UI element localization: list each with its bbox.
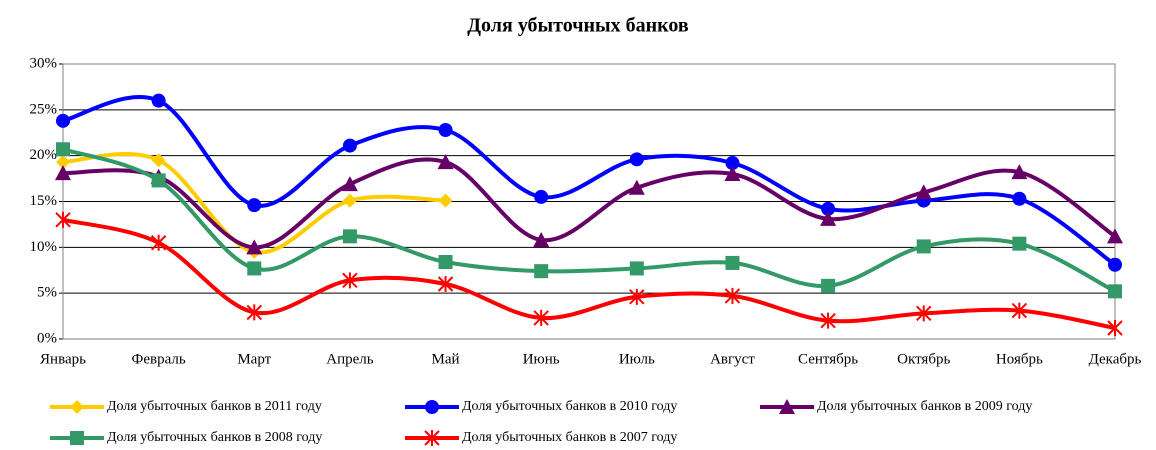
data-point (56, 113, 70, 128)
data-point (55, 165, 71, 181)
data-point (1012, 191, 1027, 206)
data-point (150, 234, 167, 251)
data-point (1108, 284, 1122, 299)
data-point (342, 138, 357, 153)
data-point (1107, 320, 1123, 336)
data-point (342, 229, 357, 244)
data-point (437, 276, 454, 292)
data-point (438, 193, 453, 208)
data-point (1011, 164, 1028, 180)
data-point (151, 93, 166, 108)
x-tick-label: Январь (40, 351, 86, 367)
data-point (820, 312, 836, 329)
x-tick-label: Март (237, 351, 271, 367)
data-point (341, 176, 358, 192)
data-point (725, 156, 740, 170)
legend-marker (424, 430, 440, 446)
data-point (1011, 302, 1028, 319)
y-tick-label: 5% (37, 285, 57, 301)
data-point (534, 264, 549, 279)
data-point (246, 304, 262, 321)
data-point (820, 210, 837, 226)
data-point (247, 261, 262, 276)
data-point (342, 193, 357, 208)
y-tick-label: 30% (30, 55, 58, 71)
data-point (1107, 228, 1123, 244)
data-point (724, 166, 741, 181)
data-point (916, 305, 932, 322)
data-point (629, 261, 644, 276)
y-tick-label: 0% (37, 330, 57, 346)
legend-marker (70, 431, 84, 445)
x-tick-label: Август (710, 351, 755, 367)
series-line (62, 217, 1116, 330)
x-tick-label: Май (432, 351, 460, 367)
data-point (821, 278, 836, 293)
data-point (628, 179, 645, 195)
data-point (534, 189, 549, 204)
data-point (247, 198, 262, 213)
x-tick-label: Июль (619, 351, 655, 367)
series-line (62, 157, 1117, 250)
data-point (1012, 236, 1027, 251)
x-tick-label: Февраль (132, 351, 186, 367)
legend-marker (779, 399, 795, 414)
legend-label: Доля убыточных банков в 2009 году (817, 399, 1032, 414)
data-point (915, 184, 932, 200)
y-tick-label: 25% (30, 101, 58, 117)
data-point (629, 288, 645, 305)
y-tick-label: 15% (30, 193, 58, 209)
data-point (1108, 257, 1122, 272)
y-tick-label: 20% (30, 147, 58, 163)
data-point (724, 287, 741, 304)
legend-label: Доля убыточных банков в 2011 году (107, 399, 322, 414)
legend-label: Доля убыточных банков в 2008 году (107, 430, 322, 445)
legend-label: Доля убыточных банков в 2010 году (462, 399, 677, 414)
plot-frame (62, 63, 1116, 340)
data-point (821, 201, 836, 216)
x-tick-label: Сентябрь (798, 351, 858, 367)
data-point (629, 152, 644, 167)
y-tick-label: 10% (30, 239, 58, 255)
data-point (56, 155, 70, 170)
data-point (533, 309, 549, 326)
data-point (533, 232, 550, 247)
data-point (56, 142, 70, 157)
x-tick-label: Ноябрь (996, 351, 1043, 367)
data-point (916, 239, 931, 254)
data-point (437, 154, 454, 170)
x-tick-label: Октябрь (897, 351, 950, 367)
x-tick-label: Июнь (523, 351, 560, 367)
legend-label: Доля убыточных банков в 2007 году (462, 430, 677, 445)
x-tick-label: Апрель (326, 351, 374, 367)
data-point (725, 255, 740, 270)
legend-marker (70, 400, 84, 414)
data-point (151, 153, 166, 168)
data-point (151, 173, 166, 188)
chart-title: Доля убыточных банков (467, 15, 689, 37)
data-point (342, 272, 358, 289)
x-tick-label: Декабрь (1089, 351, 1142, 367)
data-point (246, 239, 263, 255)
data-point (438, 255, 453, 269)
legend-marker (425, 400, 439, 414)
data-point (55, 211, 71, 228)
data-point (438, 123, 453, 137)
